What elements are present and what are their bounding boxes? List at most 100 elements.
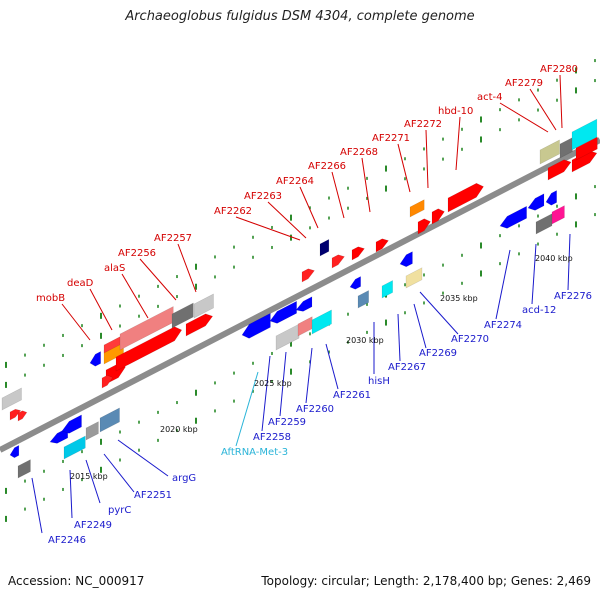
gene-block-22[interactable] (295, 296, 313, 315)
gene-label-AF2271[interactable]: AF2271 (372, 133, 410, 144)
gene-block-15[interactable] (193, 293, 214, 319)
gene-shape[interactable] (351, 244, 365, 261)
gene-block-40[interactable] (499, 205, 527, 232)
gene-block-38[interactable] (431, 206, 445, 225)
gene-label-AF2274[interactable]: AF2274 (484, 320, 522, 331)
gene-block-1[interactable] (9, 406, 22, 421)
gene-shape[interactable] (311, 309, 332, 335)
gene-shape[interactable] (431, 206, 445, 225)
gene-block-44[interactable] (551, 205, 565, 225)
gene-shape[interactable] (1, 387, 22, 411)
gene-block-17[interactable] (115, 323, 183, 372)
gene-shape[interactable] (115, 323, 183, 372)
gene-block-26[interactable] (319, 238, 330, 257)
gene-label-AF2249[interactable]: AF2249 (74, 520, 112, 531)
gene-shape[interactable] (17, 459, 31, 479)
gene-shape[interactable] (375, 236, 389, 253)
gene-shape[interactable] (275, 323, 300, 351)
gene-label-AftRNA-Met-3[interactable]: AftRNA-Met-3 (221, 447, 288, 458)
gene-shape[interactable] (551, 205, 565, 225)
gene-label-AF2260[interactable]: AF2260 (296, 404, 334, 415)
gene-shape[interactable] (571, 118, 598, 151)
gene-shape[interactable] (399, 251, 413, 270)
gene-shape[interactable] (63, 435, 86, 460)
gene-label-AF2267[interactable]: AF2267 (388, 362, 426, 373)
gene-block-31[interactable] (349, 276, 361, 292)
gene-label-AF2272[interactable]: AF2272 (404, 119, 442, 130)
gene-block-19[interactable] (101, 372, 114, 389)
gene-label-AF2280[interactable]: AF2280 (540, 64, 578, 75)
gene-block-42[interactable] (545, 190, 557, 208)
gene-label-hisH[interactable]: hisH (368, 376, 390, 387)
gene-label-AF2276[interactable]: AF2276 (554, 291, 592, 302)
gene-label-AF2269[interactable]: AF2269 (419, 348, 457, 359)
gene-label-acd-12[interactable]: acd-12 (522, 305, 556, 316)
gene-shape[interactable] (527, 193, 545, 214)
gene-label-AF2246[interactable]: AF2246 (48, 535, 86, 546)
gene-block-30[interactable] (375, 236, 389, 253)
gene-label-pyrC[interactable]: pyrC (108, 505, 131, 516)
gene-shape[interactable] (499, 205, 527, 232)
gene-shape[interactable] (547, 156, 572, 181)
gene-shape[interactable] (535, 213, 553, 235)
gene-shape[interactable] (185, 310, 214, 337)
gene-block-50[interactable] (575, 136, 598, 161)
gene-shape[interactable] (545, 190, 557, 208)
gene-block-20[interactable] (241, 312, 271, 342)
gene-shape[interactable] (447, 180, 484, 213)
gene-block-10[interactable] (89, 351, 101, 369)
gene-block-2[interactable] (17, 408, 28, 422)
gene-label-alaS[interactable]: alaS (104, 263, 125, 274)
gene-shape[interactable] (319, 238, 330, 257)
gene-shape[interactable] (405, 267, 423, 289)
gene-block-43[interactable] (535, 213, 553, 235)
gene-label-AF2266[interactable]: AF2266 (308, 161, 346, 172)
gene-shape[interactable] (89, 351, 101, 369)
gene-label-deaD[interactable]: deaD (67, 278, 94, 289)
gene-shape[interactable] (241, 312, 271, 342)
gene-shape[interactable] (61, 414, 82, 437)
gene-block-9[interactable] (63, 435, 86, 460)
gene-shape[interactable] (559, 137, 573, 159)
gene-shape[interactable] (85, 421, 99, 441)
gene-label-act-4[interactable]: act-4 (477, 92, 503, 103)
gene-shape[interactable] (295, 296, 313, 315)
gene-label-AF2251[interactable]: AF2251 (134, 490, 172, 501)
gene-block-25[interactable] (311, 309, 332, 335)
gene-shape[interactable] (171, 302, 194, 329)
gene-shape[interactable] (539, 139, 560, 165)
gene-shape[interactable] (409, 199, 425, 218)
gene-block-8[interactable] (99, 407, 120, 433)
gene-shape[interactable] (17, 408, 28, 422)
gene-label-AF2262[interactable]: AF2262 (214, 206, 252, 217)
gene-label-AF2258[interactable]: AF2258 (253, 432, 291, 443)
gene-label-argG[interactable]: argG (172, 473, 196, 484)
gene-block-46[interactable] (559, 137, 573, 159)
gene-block-4[interactable] (17, 459, 31, 479)
gene-shape[interactable] (99, 407, 120, 433)
gene-label-AF2256[interactable]: AF2256 (118, 248, 156, 259)
gene-block-6[interactable] (61, 414, 82, 437)
gene-label-hbd-10[interactable]: hbd-10 (438, 106, 473, 117)
gene-shape[interactable] (301, 266, 315, 283)
gene-shape[interactable] (357, 290, 369, 309)
gene-block-18[interactable] (185, 310, 214, 337)
gene-block-41[interactable] (527, 193, 545, 214)
gene-block-48[interactable] (547, 156, 572, 181)
gene-block-3[interactable] (9, 444, 20, 460)
gene-label-AF2259[interactable]: AF2259 (268, 417, 306, 428)
gene-block-32[interactable] (357, 290, 369, 309)
gene-block-47[interactable] (571, 118, 598, 151)
gene-shape[interactable] (331, 252, 345, 269)
gene-block-27[interactable] (301, 266, 315, 283)
gene-label-AF2270[interactable]: AF2270 (451, 334, 489, 345)
gene-label-AF2268[interactable]: AF2268 (340, 147, 378, 158)
gene-label-mobB[interactable]: mobB (36, 293, 65, 304)
gene-block-34[interactable] (399, 251, 413, 270)
gene-block-45[interactable] (539, 139, 560, 165)
gene-block-35[interactable] (405, 267, 423, 289)
gene-block-23[interactable] (275, 323, 300, 351)
gene-label-AF2257[interactable]: AF2257 (154, 233, 192, 244)
gene-shape[interactable] (193, 293, 214, 319)
gene-shape[interactable] (349, 276, 361, 292)
